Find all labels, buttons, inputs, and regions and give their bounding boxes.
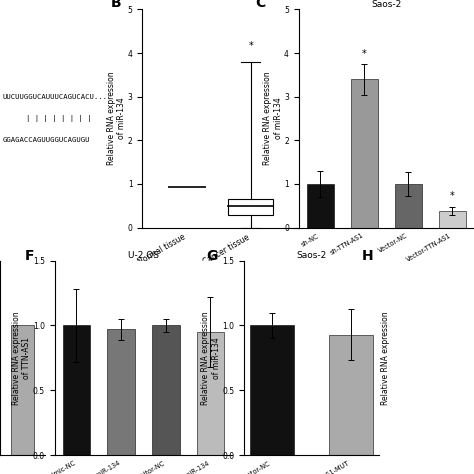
Bar <box>63 326 90 455</box>
Bar <box>250 326 294 455</box>
Y-axis label: Relative RNA expression
of TTN-AS1: Relative RNA expression of TTN-AS1 <box>12 311 31 405</box>
Y-axis label: Relative RNA expression
of miR-134: Relative RNA expression of miR-134 <box>201 311 221 405</box>
Text: GGAGACCAGUUGGUCAGUGU: GGAGACCAGUUGGUCAGUGU <box>3 137 91 143</box>
Title: Saos-2: Saos-2 <box>297 251 327 260</box>
Bar <box>439 211 466 228</box>
Text: F: F <box>24 249 34 263</box>
Bar <box>197 332 224 455</box>
Title: Saos-2: Saos-2 <box>371 0 401 9</box>
Text: C: C <box>255 0 265 10</box>
Bar <box>395 184 422 228</box>
Text: B: B <box>111 0 121 10</box>
Bar <box>329 335 373 455</box>
Bar <box>351 79 378 228</box>
Title: U-2 OS: U-2 OS <box>128 251 159 260</box>
Y-axis label: Relative RNA expression: Relative RNA expression <box>381 311 390 405</box>
Text: | | | | | | | |: | | | | | | | | <box>26 115 91 122</box>
Text: H: H <box>362 249 374 263</box>
Text: *: * <box>450 191 455 201</box>
Y-axis label: Relative RNA expression
of miR-134: Relative RNA expression of miR-134 <box>107 72 126 165</box>
Text: *: * <box>248 41 253 51</box>
Bar <box>152 326 180 455</box>
Bar <box>107 329 135 455</box>
Text: G: G <box>206 249 218 263</box>
Bar <box>228 199 273 215</box>
Bar <box>307 184 334 228</box>
Text: UUCUUGGUCAUUUCAGUCACU...: UUCUUGGUCAUUUCAGUCACU... <box>3 94 108 100</box>
Y-axis label: Relative RNA expression
of miR-134: Relative RNA expression of miR-134 <box>263 72 283 165</box>
Text: *: * <box>362 49 367 59</box>
Bar <box>11 326 34 455</box>
